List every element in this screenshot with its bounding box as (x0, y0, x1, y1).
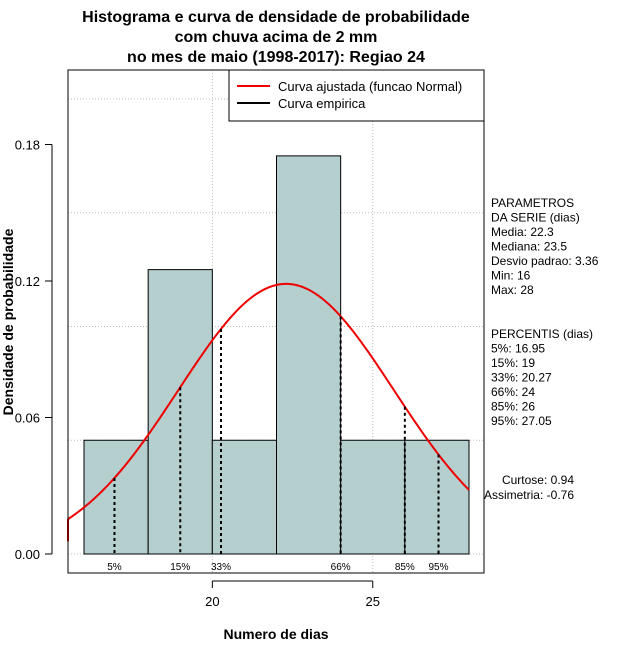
y-tick-label: 0.06 (15, 411, 40, 426)
histogram-bar (276, 155, 342, 555)
histogram-bar (83, 439, 149, 555)
side-text-line: 95%: 27.05 (491, 414, 552, 428)
percentile-label: 85% (395, 562, 415, 573)
chart-title-line-1: Histograma e curva de densidade de proba… (82, 9, 470, 26)
percentile-label: 95% (429, 562, 449, 573)
histogram-bar (404, 439, 470, 555)
x-tick-label: 20 (205, 594, 219, 609)
side-text-line: Desvio padrao: 3.36 (491, 254, 599, 268)
side-text-line: 15%: 19 (491, 356, 535, 370)
legend-label: Curva ajustada (funcao Normal) (278, 79, 462, 94)
side-text-line: 85%: 26 (491, 400, 535, 414)
legend: Curva ajustada (funcao Normal) Curva empi… (228, 69, 485, 122)
normal-curve-layer (67, 282, 470, 542)
side-text-line: Max: 28 (491, 283, 534, 297)
x-axis-label: Numero de dias (223, 626, 328, 642)
y-axis-label: Densidade de probabilidade (0, 228, 16, 415)
normal-curve (67, 282, 470, 542)
percentile-label: 5% (107, 562, 122, 573)
histogram-bars (83, 155, 470, 555)
y-tick-label: 0.12 (15, 274, 40, 289)
chart-title-line-2: com chuva acima de 2 mm (175, 29, 378, 46)
histogram-bar (340, 439, 406, 555)
side-text-line: 66%: 24 (491, 385, 535, 399)
percentile-lines: 5% 15% 33% 66% 85% 95% (107, 316, 449, 573)
side-text-line: Min: 16 (491, 269, 531, 283)
side-text-line: PARAMETROS (491, 196, 574, 210)
side-text-line: 33%: 20.27 (491, 371, 552, 385)
side-text-line: Mediana: 23.5 (491, 240, 567, 254)
x-tick-label: 25 (366, 594, 380, 609)
percentile-label: 15% (170, 562, 190, 573)
side-text-line: Curtose: 0.94 (502, 473, 574, 487)
legend-box (228, 69, 485, 122)
side-text-line: DA SERIE (dias) (491, 211, 580, 225)
side-text-line: Media: 22.3 (491, 225, 554, 239)
percentile-label: 66% (331, 562, 351, 573)
side-text-line: 5%: 16.95 (491, 342, 545, 356)
percentile-label: 33% (211, 562, 231, 573)
legend-label: Curva empirica (278, 96, 366, 111)
axes: 0.00 0.06 0.12 0.18 20 25 (15, 138, 380, 610)
side-text-line: Assimetria: -0.76 (484, 488, 574, 502)
side-text-line: PERCENTIS (dias) (491, 327, 593, 341)
y-tick-label: 0.00 (15, 547, 40, 562)
y-tick-label: 0.18 (15, 138, 40, 153)
chart-title-line-3: no mes de maio (1998-2017): Regiao 24 (127, 49, 425, 66)
